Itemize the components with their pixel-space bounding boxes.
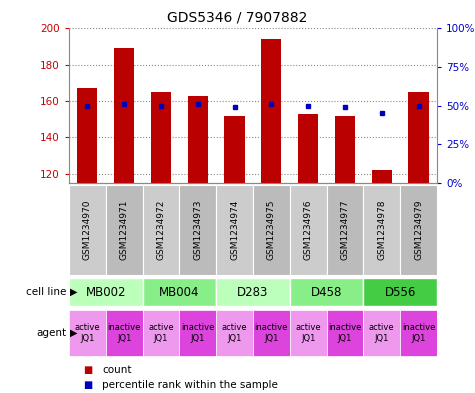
FancyBboxPatch shape [290, 278, 363, 307]
Text: MB002: MB002 [86, 286, 126, 299]
Text: active
JQ1: active JQ1 [75, 323, 100, 343]
Bar [224, 116, 245, 183]
Text: active
JQ1: active JQ1 [222, 323, 247, 343]
Bar [298, 114, 318, 183]
Bar [261, 39, 282, 183]
FancyBboxPatch shape [216, 278, 290, 307]
Text: inactive
JQ1: inactive JQ1 [402, 323, 435, 343]
Text: inactive
JQ1: inactive JQ1 [181, 323, 214, 343]
Text: count: count [102, 365, 132, 375]
FancyBboxPatch shape [363, 185, 400, 275]
FancyBboxPatch shape [253, 310, 290, 356]
Text: GSM1234976: GSM1234976 [304, 200, 313, 260]
Text: D556: D556 [384, 286, 416, 299]
Text: MB004: MB004 [159, 286, 200, 299]
Text: ▶: ▶ [70, 287, 77, 297]
FancyBboxPatch shape [363, 278, 437, 307]
Bar [77, 88, 97, 183]
Text: ■: ■ [83, 380, 92, 389]
Text: GSM1234974: GSM1234974 [230, 200, 239, 260]
Text: inactive
JQ1: inactive JQ1 [328, 323, 361, 343]
Text: GDS5346 / 7907882: GDS5346 / 7907882 [167, 10, 308, 24]
Text: GSM1234977: GSM1234977 [341, 200, 350, 260]
FancyBboxPatch shape [327, 185, 363, 275]
Text: GSM1234972: GSM1234972 [156, 200, 165, 260]
FancyBboxPatch shape [327, 310, 363, 356]
Text: agent: agent [37, 328, 67, 338]
Text: active
JQ1: active JQ1 [148, 323, 174, 343]
Bar [151, 92, 171, 183]
Bar [335, 116, 355, 183]
Text: D283: D283 [237, 286, 269, 299]
Text: GSM1234973: GSM1234973 [193, 200, 202, 260]
Text: cell line: cell line [26, 287, 66, 297]
Bar [114, 48, 134, 183]
Text: GSM1234979: GSM1234979 [414, 200, 423, 260]
FancyBboxPatch shape [105, 310, 142, 356]
Text: D458: D458 [311, 286, 342, 299]
FancyBboxPatch shape [290, 310, 327, 356]
FancyBboxPatch shape [400, 310, 437, 356]
Text: inactive
JQ1: inactive JQ1 [107, 323, 141, 343]
Text: GSM1234970: GSM1234970 [83, 200, 92, 260]
Text: ▶: ▶ [70, 328, 77, 338]
FancyBboxPatch shape [142, 185, 180, 275]
FancyBboxPatch shape [400, 185, 437, 275]
Text: active
JQ1: active JQ1 [369, 323, 395, 343]
Bar [408, 92, 429, 183]
Text: percentile rank within the sample: percentile rank within the sample [102, 380, 278, 389]
Text: active
JQ1: active JQ1 [295, 323, 321, 343]
FancyBboxPatch shape [69, 278, 142, 307]
FancyBboxPatch shape [69, 185, 105, 275]
Text: GSM1234971: GSM1234971 [120, 200, 129, 260]
FancyBboxPatch shape [216, 310, 253, 356]
FancyBboxPatch shape [142, 278, 216, 307]
Text: ■: ■ [83, 365, 92, 375]
FancyBboxPatch shape [363, 310, 400, 356]
FancyBboxPatch shape [180, 310, 216, 356]
Text: GSM1234978: GSM1234978 [377, 200, 386, 260]
FancyBboxPatch shape [216, 185, 253, 275]
FancyBboxPatch shape [290, 185, 327, 275]
FancyBboxPatch shape [180, 185, 216, 275]
Bar [188, 95, 208, 183]
Text: GSM1234975: GSM1234975 [267, 200, 276, 260]
Text: inactive
JQ1: inactive JQ1 [255, 323, 288, 343]
Bar [371, 170, 392, 183]
FancyBboxPatch shape [105, 185, 142, 275]
FancyBboxPatch shape [69, 310, 105, 356]
FancyBboxPatch shape [253, 185, 290, 275]
FancyBboxPatch shape [142, 310, 180, 356]
